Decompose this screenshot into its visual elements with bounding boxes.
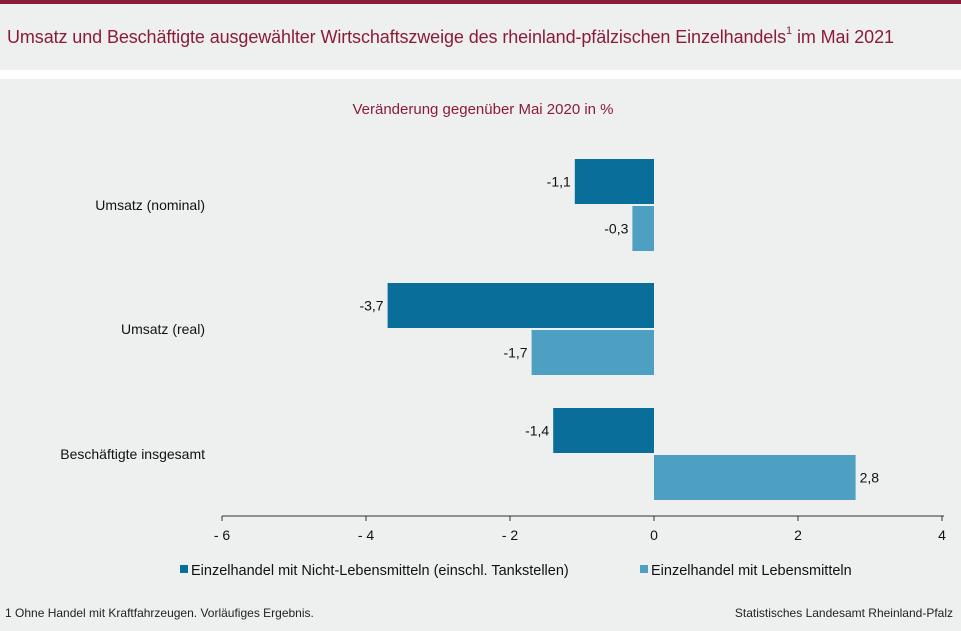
bars-group: [387, 159, 856, 500]
category-label: Umsatz (real): [121, 321, 205, 337]
legend: Einzelhandel mit Nicht-Lebensmitteln (ei…: [180, 563, 852, 579]
title-suffix: im Mai 2021: [792, 27, 894, 47]
x-tick-label: 0: [650, 527, 658, 543]
title-band: [0, 4, 961, 70]
x-tick-label: 2: [794, 527, 802, 543]
category-labels-group: Umsatz (nominal) Umsatz (real) Beschäftigt…: [60, 197, 205, 462]
footnote: 1 Ohne Handel mit Kraftfahrzeugen. Vorlä…: [5, 606, 314, 620]
data-label: 2,8: [860, 470, 880, 486]
title-footnote-mark: 1: [786, 25, 793, 37]
bar-food-1: [531, 330, 654, 375]
chart-title: Umsatz und Beschäftigte ausgewählter Wir…: [7, 25, 894, 48]
separator: [0, 70, 961, 79]
legend-swatch: [640, 565, 648, 573]
chart-subtitle: Veränderung gegenüber Mai 2020 in %: [352, 101, 613, 118]
bar-non-food-2: [553, 408, 654, 453]
top-rule: [0, 0, 961, 4]
source-credit: Statistisches Landesamt Rheinland-Pfalz: [734, 606, 953, 620]
category-label: Umsatz (nominal): [95, 197, 205, 213]
x-tick-label: - 4: [358, 527, 375, 543]
bar-non-food-1: [387, 283, 654, 328]
legend-swatch: [180, 565, 188, 573]
value-labels-group: -1,1 -0,3 -3,7 -1,7 -1,4 2,8: [359, 174, 879, 486]
x-tick-label: 4: [938, 527, 946, 543]
category-label: Beschäftigte insgesamt: [60, 446, 205, 462]
data-label: -3,7: [359, 298, 383, 314]
data-label: -1,1: [547, 174, 571, 190]
bar-non-food-0: [574, 159, 654, 204]
x-tick-label: - 2: [502, 527, 519, 543]
data-label: -1,7: [503, 345, 527, 361]
bar-food-2: [654, 455, 856, 500]
data-label: -0,3: [604, 221, 628, 237]
legend-label: Einzelhandel mit Lebensmitteln: [651, 563, 852, 579]
x-axis: - 6 - 4 - 2 0 2 4: [214, 515, 946, 543]
bar-food-0: [632, 206, 654, 251]
x-tick-label: - 6: [214, 527, 231, 543]
title-text: Umsatz und Beschäftigte ausgewählter Wir…: [7, 27, 787, 47]
data-label: -1,4: [525, 423, 549, 439]
legend-label: Einzelhandel mit Nicht-Lebensmitteln (ei…: [191, 563, 569, 579]
